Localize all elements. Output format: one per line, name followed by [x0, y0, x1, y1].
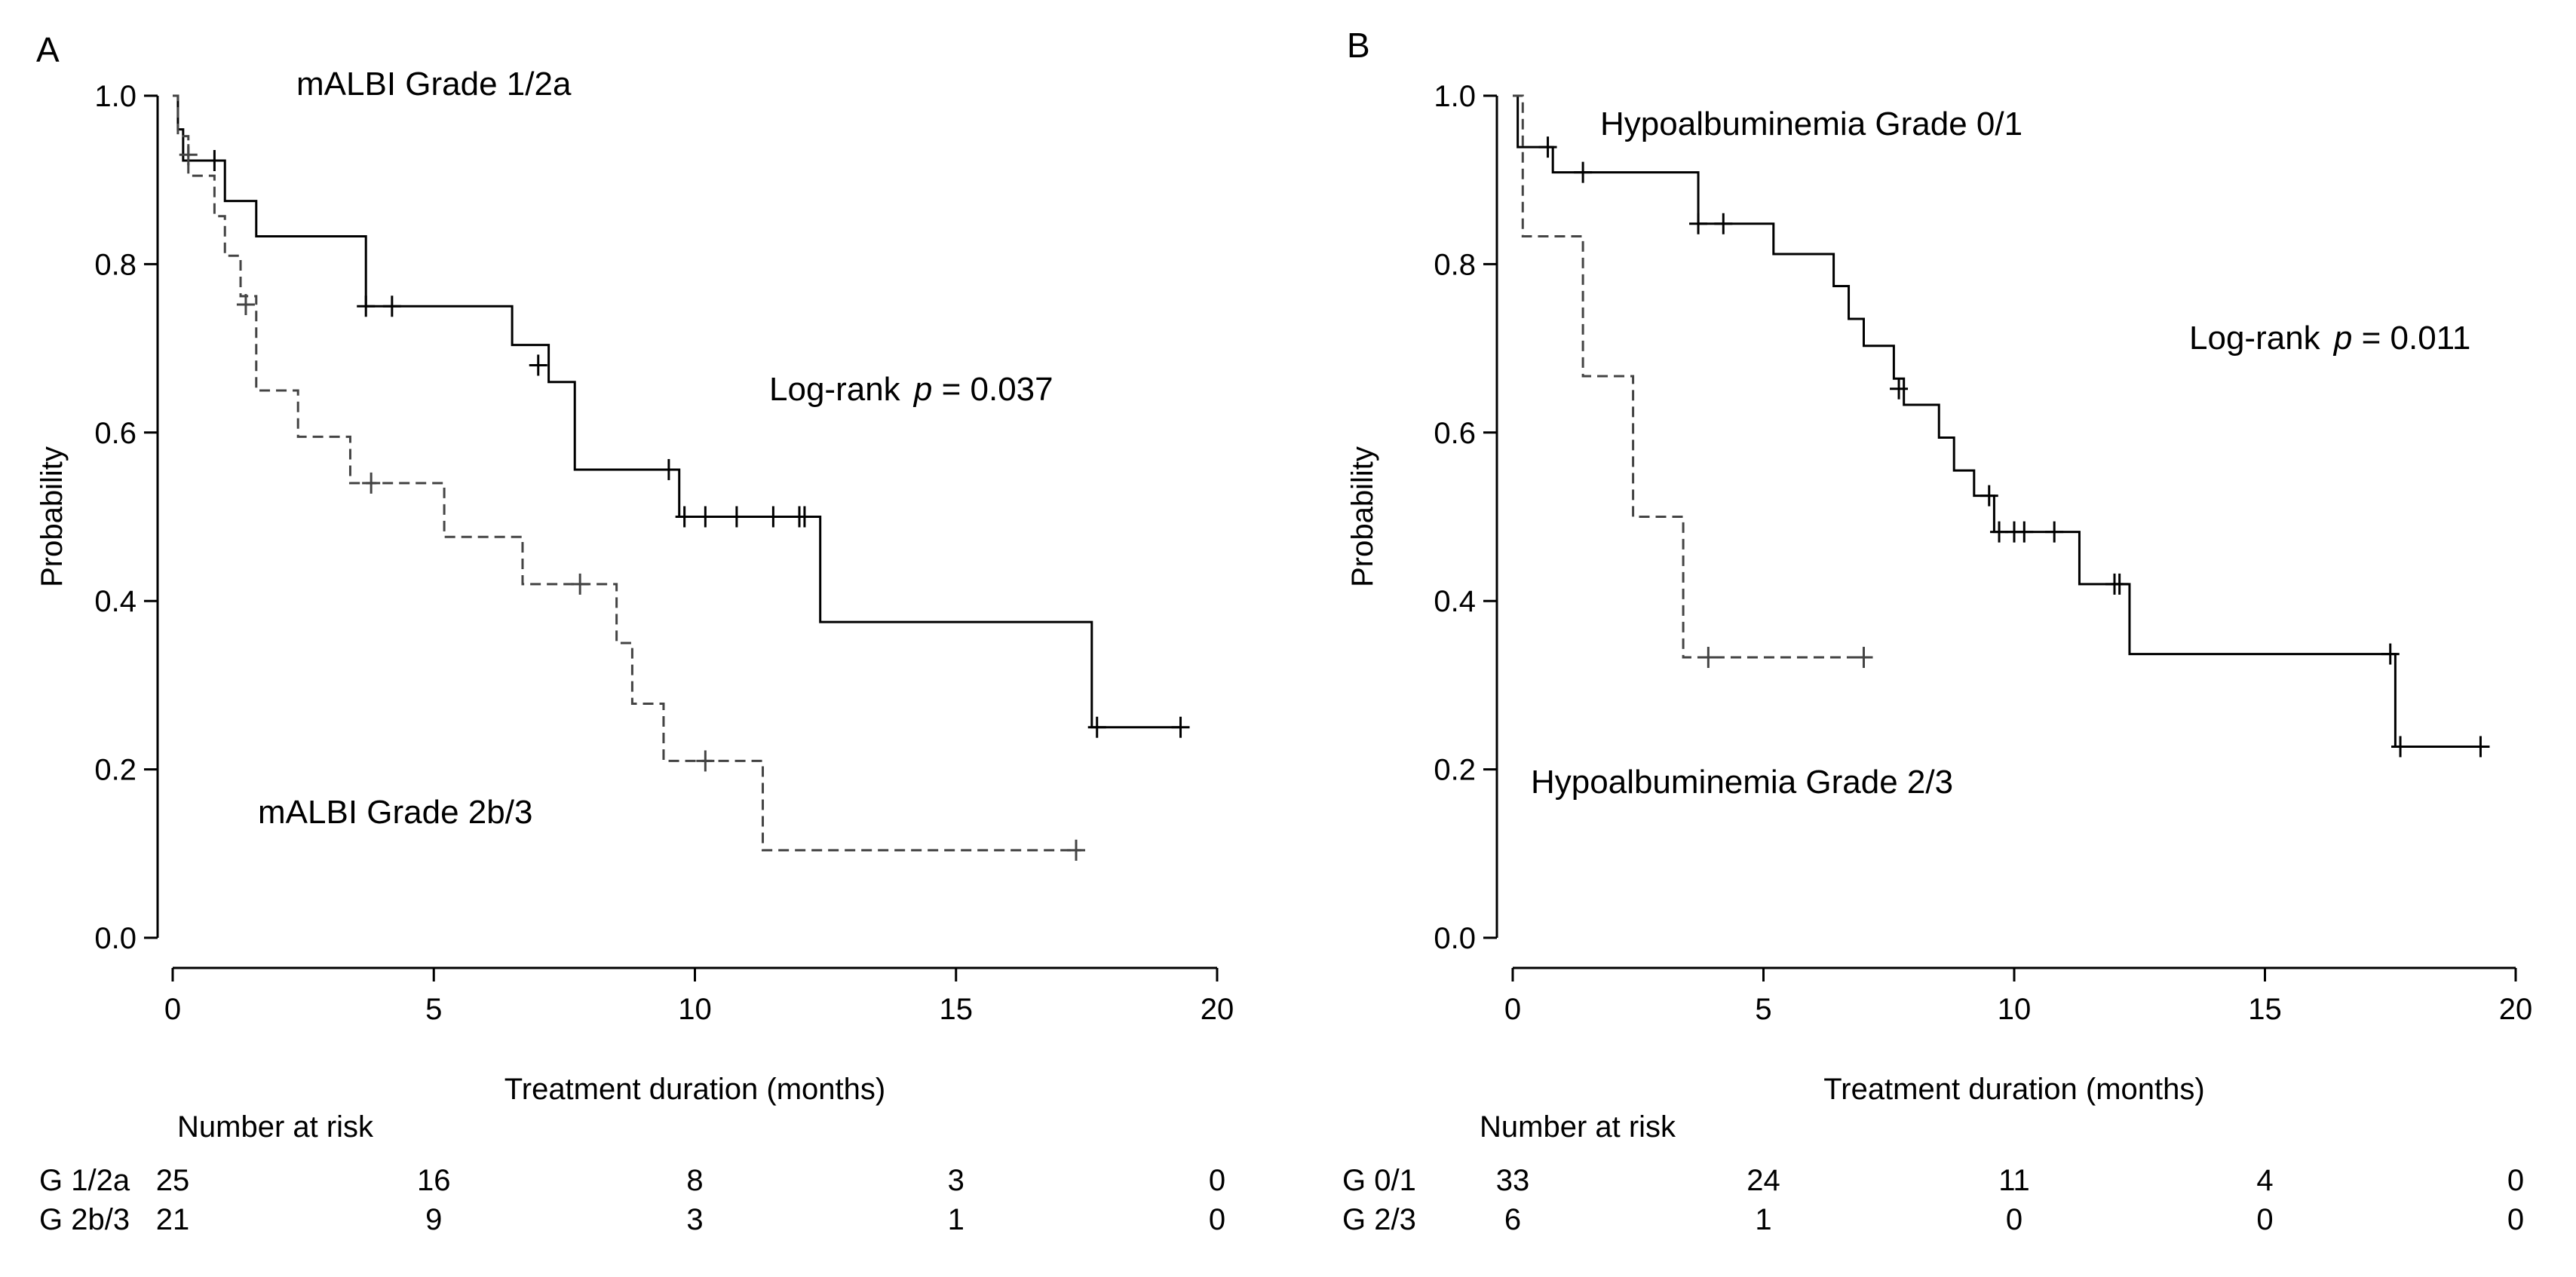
x-tick-label: 20 [1201, 993, 1234, 1026]
x-tick-label: 5 [425, 993, 442, 1026]
logrank-prefix: Log-rank [2189, 320, 2329, 357]
group-annotation-bottom: Hypoalbuminemia Grade 2/3 [1531, 764, 1953, 801]
risk-count: 0 [2507, 1203, 2524, 1236]
panel-letter: A [36, 30, 60, 69]
x-tick-label: 0 [1504, 993, 1521, 1026]
risk-count: 0 [2006, 1203, 2022, 1236]
y-tick-label: 0.8 [94, 248, 136, 281]
x-axis-label: Treatment duration (months) [504, 1073, 885, 1106]
risk-count: 3 [948, 1164, 964, 1197]
risk-table-title: Number at risk [177, 1110, 374, 1144]
panel-letter: B [1347, 26, 1370, 65]
risk-count: 0 [2507, 1164, 2524, 1197]
survival-curve [173, 94, 1081, 852]
y-tick-label: 0.8 [1434, 248, 1476, 281]
y-tick-label: 0.4 [1434, 585, 1476, 618]
y-tick-label: 0.2 [1434, 754, 1476, 787]
risk-count: 0 [2256, 1203, 2273, 1236]
risk-count: 25 [156, 1164, 190, 1197]
x-tick-label: 10 [678, 993, 712, 1026]
y-tick-label: 0.6 [1434, 417, 1476, 450]
group-annotation-bottom: mALBI Grade 2b/3 [258, 794, 532, 831]
y-tick-label: 0.6 [94, 417, 136, 450]
logrank-prefix: Log-rank [769, 371, 909, 408]
x-tick-label: 20 [2499, 993, 2533, 1026]
logrank-annotation: Log-rank p = 0.011 [2189, 320, 2470, 357]
risk-count: 11 [1998, 1164, 2030, 1197]
x-tick-label: 0 [164, 993, 181, 1026]
survival-curve [1513, 94, 2486, 748]
y-tick-label: 1.0 [94, 80, 136, 113]
group-annotation-top: Hypoalbuminemia Grade 0/1 [1600, 106, 2022, 142]
survival-curve [1513, 94, 1869, 659]
x-tick-label: 15 [940, 993, 974, 1026]
risk-count: 4 [2256, 1164, 2273, 1197]
y-axis-label: Probability [35, 446, 69, 587]
series-dashed [1513, 94, 1873, 669]
risk-count: 9 [425, 1203, 442, 1236]
risk-count: 3 [686, 1203, 703, 1236]
risk-table-title: Number at risk [1480, 1110, 1676, 1144]
risk-count: 0 [1209, 1203, 1225, 1236]
group-annotation-top: mALBI Grade 1/2a [296, 66, 572, 103]
logrank-value: = 0.011 [2352, 320, 2470, 357]
risk-count: 1 [1755, 1203, 1771, 1236]
risk-count: 24 [1746, 1164, 1780, 1197]
risk-count: 8 [686, 1164, 703, 1197]
y-tick-label: 1.0 [1434, 80, 1476, 113]
series-solid [1513, 94, 2490, 758]
risk-row-label: G 2/3 [1342, 1203, 1416, 1236]
logrank-annotation: Log-rank p = 0.037 [769, 371, 1053, 408]
logrank-value: = 0.037 [932, 371, 1053, 408]
logrank-p-symbol: p [2332, 320, 2352, 357]
x-tick-label: 5 [1755, 993, 1771, 1026]
risk-row-label: G 1/2a [39, 1164, 130, 1197]
risk-count: 16 [417, 1164, 451, 1197]
y-tick-label: 0.2 [94, 754, 136, 787]
risk-count: 6 [1504, 1203, 1521, 1236]
survival-curve [173, 94, 1181, 729]
x-axis-label: Treatment duration (months) [1823, 1073, 2204, 1106]
y-tick-label: 0.0 [94, 922, 136, 955]
risk-row-label: G 0/1 [1342, 1164, 1416, 1197]
risk-count: 21 [156, 1203, 190, 1236]
y-tick-label: 0.4 [94, 585, 136, 618]
y-axis-label: Probability [1346, 446, 1379, 587]
risk-count: 0 [1209, 1164, 1225, 1197]
logrank-p-symbol: p [912, 371, 932, 408]
risk-count: 1 [948, 1203, 964, 1236]
x-tick-label: 10 [1998, 993, 2032, 1026]
risk-count: 33 [1496, 1164, 1530, 1197]
x-tick-label: 15 [2248, 993, 2282, 1026]
risk-row-label: G 2b/3 [39, 1203, 130, 1236]
series-dashed [173, 94, 1086, 861]
y-tick-label: 0.0 [1434, 922, 1476, 955]
series-solid [173, 94, 1190, 738]
